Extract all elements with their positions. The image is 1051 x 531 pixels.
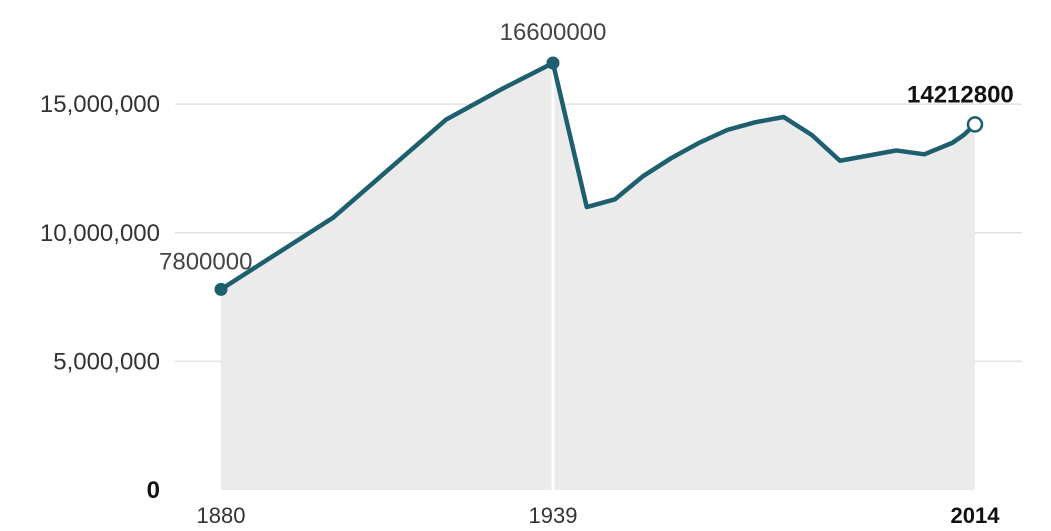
- data-label: 16600000: [500, 19, 607, 46]
- x-tick-label: 1939: [529, 503, 578, 528]
- x-axis-tick-labels: 1880 1939 2014: [197, 503, 1001, 528]
- area-fill: [221, 63, 975, 490]
- y-tick-label: 5,000,000: [53, 348, 160, 375]
- point-marker: [215, 283, 228, 296]
- point-marker: [546, 57, 559, 70]
- data-label: 14212800: [907, 81, 1014, 108]
- point-marker: [968, 117, 982, 131]
- y-tick-label: 10,000,000: [40, 220, 160, 247]
- y-tick-label: 0: [147, 477, 160, 504]
- y-axis-tick-labels: 0 5,000,000 10,000,000 15,000,000: [40, 91, 160, 504]
- x-tick-label: 1880: [197, 503, 246, 528]
- area-layer: [221, 63, 975, 490]
- data-label: 7800000: [159, 248, 252, 275]
- x-tick-label: 2014: [951, 503, 1001, 528]
- y-tick-label: 15,000,000: [40, 91, 160, 118]
